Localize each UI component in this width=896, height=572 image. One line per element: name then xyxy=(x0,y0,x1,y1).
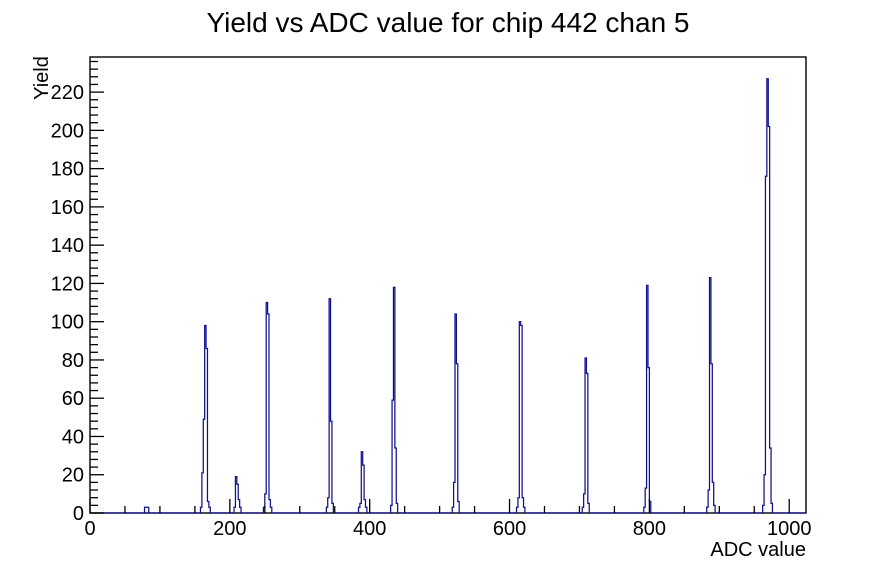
y-tick-label: 80 xyxy=(62,350,84,372)
x-tick-label: 200 xyxy=(213,518,246,540)
y-tick-label: 40 xyxy=(62,426,84,448)
y-tick-label: 220 xyxy=(51,82,84,104)
x-tick-label: 400 xyxy=(353,518,386,540)
y-tick-label: 160 xyxy=(51,197,84,219)
y-tick-label: 0 xyxy=(73,503,84,525)
y-axis-title: Yield xyxy=(31,56,53,100)
y-tick-label: 120 xyxy=(51,273,84,295)
y-tick-label: 60 xyxy=(62,388,84,410)
x-tick-label: 1000 xyxy=(767,518,812,540)
y-tick-label: 180 xyxy=(51,159,84,181)
chart-title: Yield vs ADC value for chip 442 chan 5 xyxy=(206,7,690,38)
y-tick-label: 200 xyxy=(51,120,84,142)
x-tick-label: 0 xyxy=(84,518,95,540)
y-tick-label: 140 xyxy=(51,235,84,257)
x-tick-label: 600 xyxy=(493,518,526,540)
y-axis-tick-labels: 0 20 40 60 80 100 120 140 160 180 200 220 xyxy=(51,82,84,525)
y-tick-label: 100 xyxy=(51,312,84,334)
x-tick-label: 800 xyxy=(633,518,666,540)
x-axis-title: ADC value xyxy=(710,539,806,561)
x-axis-ticks xyxy=(89,499,790,513)
x-axis-tick-labels: 0 200 400 600 800 1000 xyxy=(84,518,811,540)
y-axis-ticks xyxy=(90,60,104,514)
y-tick-label: 20 xyxy=(62,465,84,487)
plot-frame xyxy=(89,56,807,514)
histogram-line xyxy=(90,78,806,514)
